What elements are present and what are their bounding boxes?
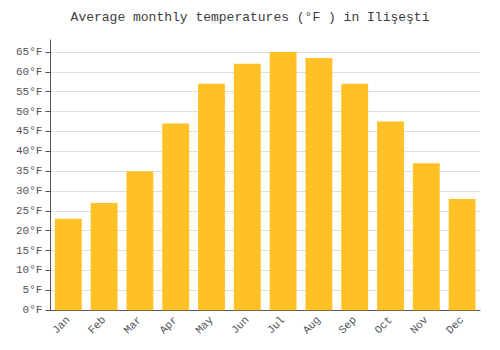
svg-text:Sep: Sep <box>336 314 358 336</box>
svg-text:50°F: 50°F <box>16 106 42 118</box>
svg-text:5°F: 5°F <box>23 284 43 296</box>
svg-text:Apr: Apr <box>157 314 179 336</box>
svg-text:30°F: 30°F <box>16 185 42 197</box>
svg-text:0°F: 0°F <box>23 304 43 316</box>
svg-text:35°F: 35°F <box>16 165 42 177</box>
svg-text:Mar: Mar <box>122 314 144 336</box>
svg-text:20°F: 20°F <box>16 225 42 237</box>
svg-text:Dec: Dec <box>444 314 466 336</box>
svg-text:15°F: 15°F <box>16 245 42 257</box>
svg-text:May: May <box>193 314 216 337</box>
svg-text:10°F: 10°F <box>16 264 42 276</box>
svg-text:55°F: 55°F <box>16 86 42 98</box>
svg-text:65°F: 65°F <box>16 46 42 58</box>
svg-text:Nov: Nov <box>408 314 431 337</box>
svg-text:40°F: 40°F <box>16 145 42 157</box>
svg-text:25°F: 25°F <box>16 205 42 217</box>
svg-text:60°F: 60°F <box>16 66 42 78</box>
svg-text:Jul: Jul <box>265 314 287 336</box>
svg-text:Average monthly temperatures (: Average monthly temperatures (°F ) in Il… <box>71 10 430 25</box>
svg-text:Aug: Aug <box>301 314 323 336</box>
svg-text:Jan: Jan <box>50 314 72 336</box>
svg-text:Jun: Jun <box>229 314 251 336</box>
svg-text:45°F: 45°F <box>16 125 42 137</box>
svg-text:Feb: Feb <box>86 314 108 336</box>
svg-text:Oct: Oct <box>372 314 394 336</box>
